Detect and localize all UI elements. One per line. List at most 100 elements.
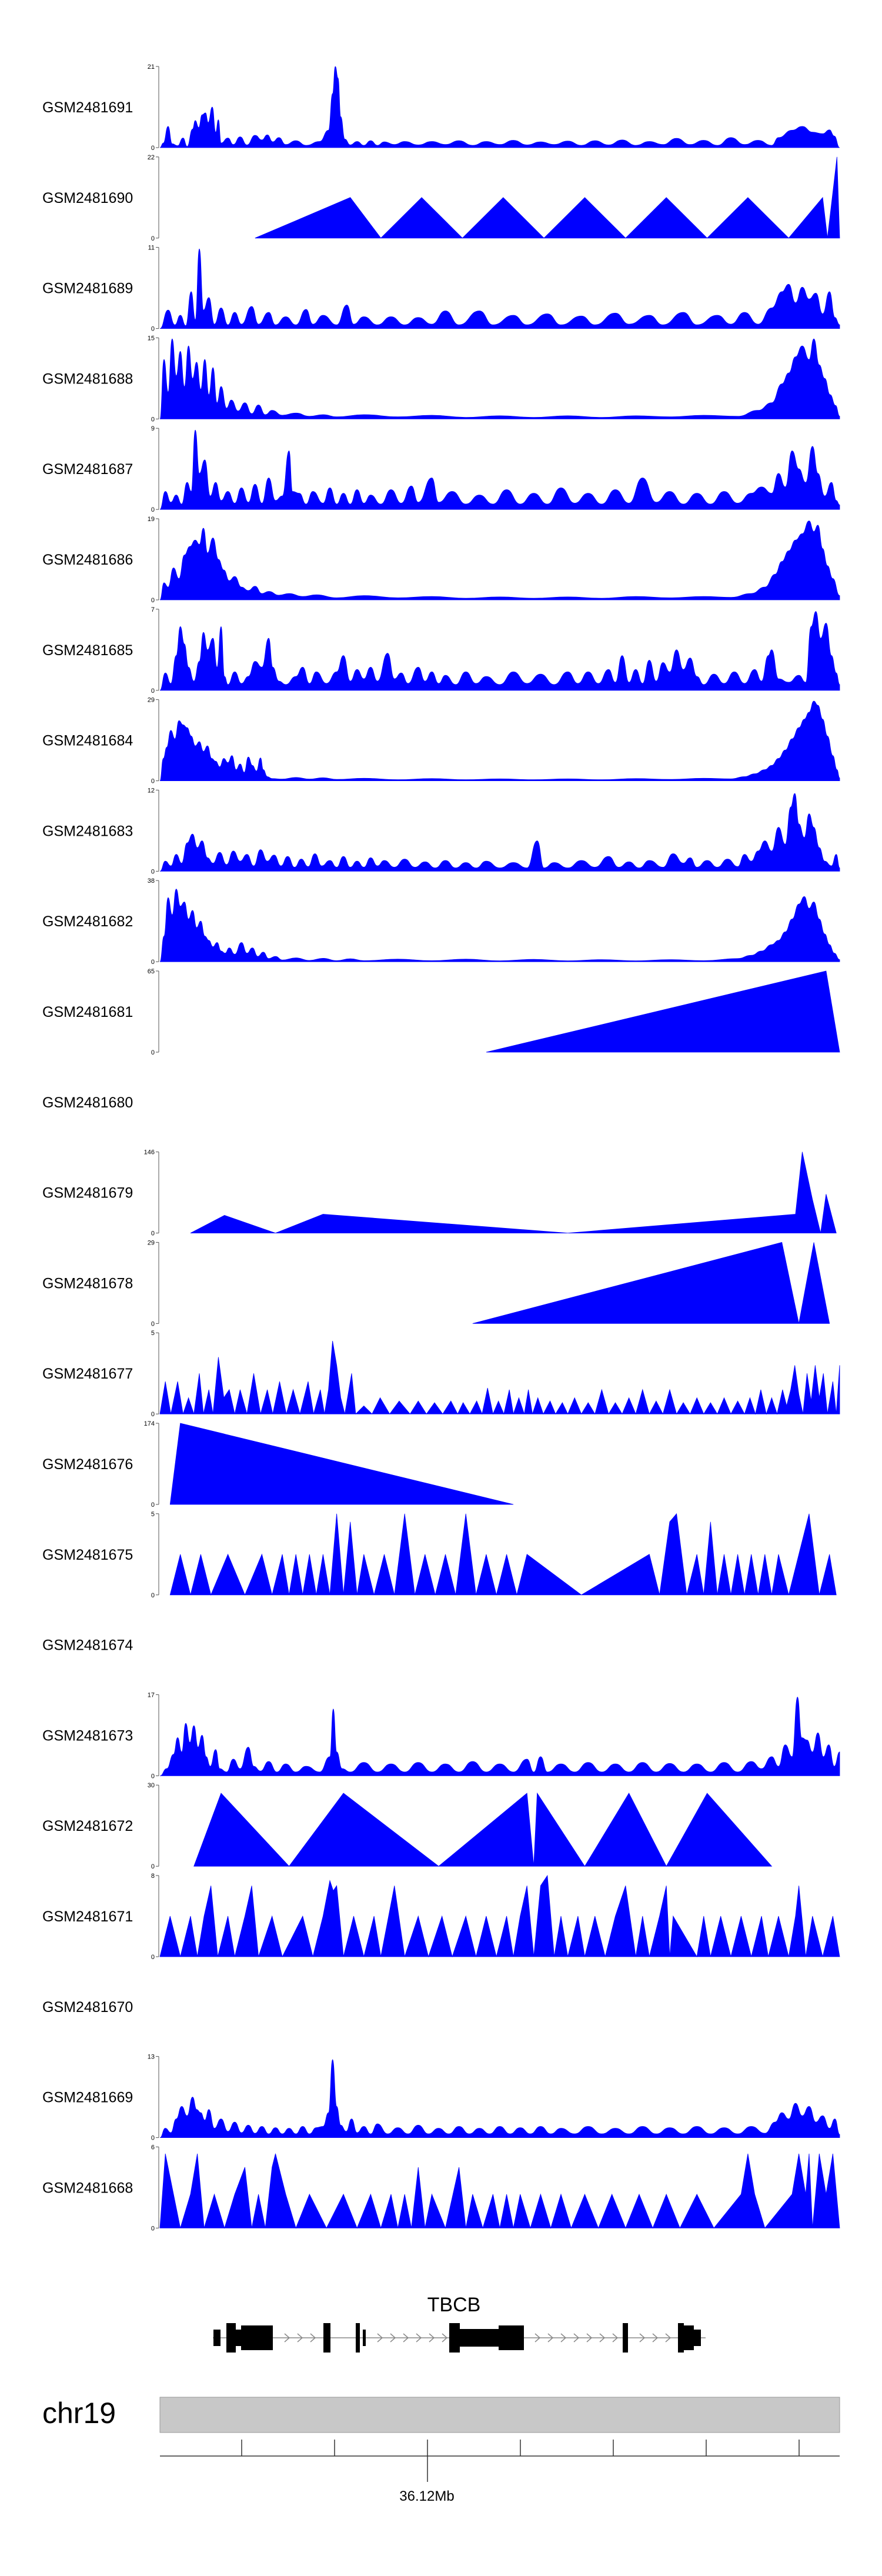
track-label: GSM2481682 bbox=[42, 913, 133, 930]
y-max-label: 174 bbox=[144, 1420, 155, 1427]
y-min-label: 0 bbox=[151, 145, 155, 152]
genome-axis: 36.12Mb bbox=[160, 2440, 840, 2504]
track: GSM2481678 29 0 bbox=[42, 1239, 830, 1327]
exon bbox=[356, 2323, 360, 2353]
exon bbox=[213, 2330, 220, 2346]
strand-arrow bbox=[377, 2333, 383, 2343]
strand-arrow bbox=[665, 2333, 671, 2343]
track: GSM2481686 19 0 bbox=[42, 516, 840, 604]
y-max-label: 29 bbox=[148, 1239, 155, 1246]
coverage-area bbox=[159, 611, 840, 691]
coverage-area bbox=[159, 889, 840, 962]
exon bbox=[323, 2323, 330, 2353]
strand-arrow bbox=[442, 2333, 448, 2343]
gene-label: TBCB bbox=[427, 2294, 481, 2316]
track-label: GSM2481674 bbox=[42, 1637, 133, 1654]
track-label: GSM2481690 bbox=[42, 190, 133, 206]
y-max-label: 8 bbox=[151, 1873, 155, 1880]
coverage-area bbox=[169, 1513, 837, 1596]
track: GSM2481688 15 0 bbox=[42, 335, 840, 423]
track: GSM2481681 65 0 bbox=[42, 968, 840, 1056]
strand-arrow bbox=[297, 2333, 303, 2343]
strand-arrow bbox=[416, 2333, 422, 2343]
coverage-area bbox=[159, 1874, 840, 1958]
axis-tick-label: 36.12Mb bbox=[399, 2488, 454, 2504]
y-max-label: 12 bbox=[148, 787, 155, 794]
coverage-area bbox=[190, 1152, 837, 1234]
coverage-area bbox=[193, 1792, 773, 1867]
coverage-area bbox=[159, 2059, 840, 2138]
track: GSM2481683 12 0 bbox=[42, 787, 840, 875]
track: GSM2481691 21 0 bbox=[42, 64, 840, 152]
exon bbox=[226, 2323, 236, 2353]
track: GSM2481677 5 0 bbox=[42, 1330, 840, 1418]
coverage-area bbox=[159, 66, 840, 148]
exon bbox=[694, 2330, 701, 2346]
track: GSM2481674 bbox=[42, 1637, 133, 1654]
exon-blocks bbox=[213, 2323, 701, 2353]
y-min-label: 0 bbox=[151, 235, 155, 242]
track-label: GSM2481673 bbox=[42, 1727, 133, 1744]
y-max-label: 5 bbox=[151, 1330, 155, 1337]
track: GSM2481682 38 0 bbox=[42, 877, 840, 966]
y-max-label: 29 bbox=[148, 697, 155, 704]
coverage-area bbox=[159, 429, 840, 510]
track-label: GSM2481688 bbox=[42, 371, 133, 387]
y-min-label: 0 bbox=[151, 326, 155, 333]
strand-arrow bbox=[573, 2333, 580, 2343]
strand-arrow bbox=[547, 2333, 554, 2343]
track-label: GSM2481691 bbox=[42, 99, 133, 116]
chromosome-ideogram: chr19 bbox=[42, 2397, 840, 2433]
track: GSM2481690 22 0 bbox=[42, 154, 840, 242]
y-min-label: 0 bbox=[151, 1773, 155, 1780]
track: GSM2481672 30 0 bbox=[42, 1782, 773, 1870]
coverage-area bbox=[159, 1697, 840, 1776]
exon bbox=[460, 2329, 499, 2347]
track-label: GSM2481684 bbox=[42, 733, 133, 749]
y-max-label: 19 bbox=[148, 516, 155, 523]
y-min-label: 0 bbox=[151, 416, 155, 423]
strand-arrow bbox=[534, 2333, 541, 2343]
track-label: GSM2481669 bbox=[42, 2090, 133, 2106]
coverage-area bbox=[159, 2153, 840, 2229]
coverage-area bbox=[255, 156, 840, 239]
y-min-label: 0 bbox=[151, 1501, 155, 1509]
axis-ticks bbox=[241, 2440, 800, 2482]
y-max-label: 15 bbox=[148, 335, 155, 342]
y-max-label: 13 bbox=[148, 2054, 155, 2061]
strand-arrow bbox=[612, 2333, 619, 2343]
strand-arrow bbox=[403, 2333, 409, 2343]
coverage-area bbox=[486, 970, 840, 1053]
strand-arrow bbox=[284, 2333, 290, 2343]
y-max-label: 5 bbox=[151, 1511, 155, 1518]
strand-arrow bbox=[429, 2333, 435, 2343]
track-label: GSM2481683 bbox=[42, 823, 133, 839]
track: GSM2481668 6 0 bbox=[42, 2144, 840, 2232]
strand-arrow bbox=[652, 2333, 659, 2343]
exon bbox=[623, 2323, 628, 2353]
track-label: GSM2481675 bbox=[42, 1547, 133, 1563]
exon bbox=[449, 2323, 460, 2353]
y-min-label: 0 bbox=[151, 868, 155, 875]
track: GSM2481673 17 0 bbox=[42, 1691, 840, 1780]
coverage-area bbox=[159, 1340, 840, 1415]
coverage-area bbox=[159, 520, 840, 600]
y-min-label: 0 bbox=[151, 1411, 155, 1418]
coverage-area bbox=[159, 248, 840, 329]
track: GSM2481676 174 0 bbox=[42, 1420, 514, 1509]
track: GSM2481671 8 0 bbox=[42, 1873, 840, 1961]
coverage-area bbox=[159, 700, 840, 781]
strand-arrow bbox=[560, 2333, 567, 2343]
y-min-label: 0 bbox=[151, 1230, 155, 1237]
y-min-label: 0 bbox=[151, 1320, 155, 1327]
track-label: GSM2481686 bbox=[42, 552, 133, 568]
track-label: GSM2481680 bbox=[42, 1095, 133, 1111]
y-max-label: 22 bbox=[148, 154, 155, 161]
exon bbox=[236, 2330, 241, 2346]
exon bbox=[684, 2325, 694, 2350]
y-max-label: 11 bbox=[148, 245, 155, 252]
ideogram-band bbox=[159, 2397, 840, 2433]
y-min-label: 0 bbox=[151, 2225, 155, 2232]
coverage-area bbox=[159, 793, 840, 872]
track-label: GSM2481676 bbox=[42, 1456, 133, 1473]
